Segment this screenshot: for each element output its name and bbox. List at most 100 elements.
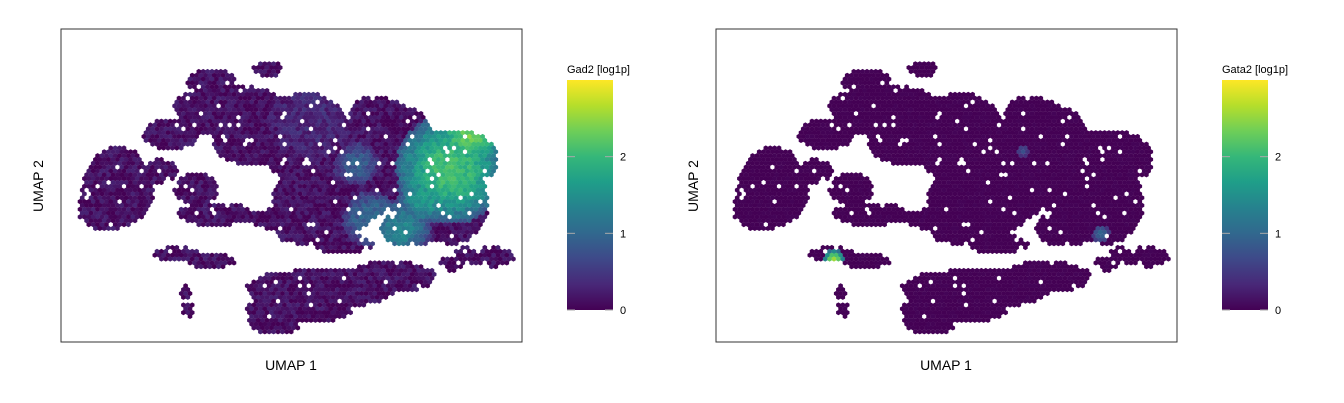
cell-hexbin <box>469 137 474 143</box>
cell-hexbin <box>255 111 261 117</box>
cell-hexbin <box>240 107 246 113</box>
cell-hexbin <box>282 149 287 155</box>
cell-hexbin <box>352 103 358 109</box>
cell-hexbin <box>299 149 305 155</box>
cell-hexbin <box>207 72 213 78</box>
cell-hexbin <box>174 145 180 151</box>
cell-hexbin <box>255 126 261 132</box>
cell-hexbin <box>372 114 378 120</box>
cell-hexbin <box>249 99 254 105</box>
cell-hexbin <box>284 114 290 120</box>
cell-hexbin <box>273 156 279 163</box>
cell-hexbin <box>420 145 426 151</box>
cell-hexbin <box>218 107 224 113</box>
cell-hexbin <box>260 156 265 163</box>
cell-hexbin <box>306 122 312 128</box>
cell-hexbin <box>394 122 400 128</box>
cell-hexbin <box>260 141 265 147</box>
cell-hexbin <box>255 141 261 147</box>
cell-hexbin <box>330 103 336 109</box>
cell-hexbin <box>264 95 270 101</box>
cell-hexbin <box>187 114 193 120</box>
cell-hexbin <box>163 126 169 132</box>
cell-hexbin <box>242 126 248 132</box>
cell-hexbin <box>145 126 151 132</box>
cell-hexbin <box>332 153 338 159</box>
cell-hexbin <box>361 103 367 109</box>
cell-hexbin <box>416 114 422 120</box>
cell-hexbin <box>363 107 369 113</box>
cell-hexbin <box>317 133 323 140</box>
cell-hexbin <box>286 149 292 155</box>
cell-hexbin <box>225 156 230 163</box>
cell-hexbin <box>403 114 408 120</box>
cell-hexbin <box>319 130 325 136</box>
cell-hexbin <box>361 95 367 101</box>
cell-hexbin <box>310 137 316 143</box>
cell-hexbin <box>337 153 342 159</box>
cell-hexbin <box>339 156 345 163</box>
cell-hexbin <box>324 145 329 151</box>
cell-hexbin <box>385 107 391 113</box>
cell-hexbin <box>104 153 109 159</box>
cell-hexbin <box>172 126 177 132</box>
cell-hexbin <box>236 153 241 159</box>
cell-hexbin <box>266 137 272 143</box>
cell-hexbin <box>306 145 312 151</box>
cell-hexbin <box>222 122 228 128</box>
cell-hexbin <box>192 84 197 90</box>
cell-hexbin <box>260 88 265 94</box>
cell-hexbin <box>299 141 305 147</box>
cell-hexbin <box>453 149 459 155</box>
cell-hexbin <box>249 107 254 113</box>
cell-hexbin <box>198 95 204 101</box>
cell-hexbin <box>317 156 323 163</box>
cell-hexbin <box>150 141 155 147</box>
cell-hexbin <box>449 133 455 140</box>
cell-hexbin <box>176 141 182 147</box>
cell-hexbin <box>121 153 127 159</box>
cell-hexbin <box>412 153 417 159</box>
cell-hexbin <box>396 133 402 140</box>
cell-hexbin <box>244 145 250 151</box>
cell-hexbin <box>321 118 327 124</box>
cell-hexbin <box>253 153 259 159</box>
cell-hexbin <box>159 118 164 124</box>
cell-hexbin <box>218 153 224 159</box>
cell-hexbin <box>220 72 226 78</box>
cell-hexbin <box>354 153 360 159</box>
cell-hexbin <box>214 99 219 105</box>
cell-hexbin <box>229 133 235 140</box>
cell-hexbin <box>189 103 195 109</box>
cell-hexbin <box>313 111 318 117</box>
cell-hexbin <box>456 145 461 151</box>
cell-hexbin <box>348 149 353 155</box>
cell-hexbin <box>196 68 202 75</box>
cell-hexbin <box>418 149 424 155</box>
cell-hexbin <box>337 130 342 136</box>
cell-hexbin <box>313 149 318 155</box>
cell-hexbin <box>194 133 199 140</box>
cell-hexbin <box>368 114 373 120</box>
cell-hexbin <box>440 133 446 140</box>
cell-hexbin <box>282 133 287 140</box>
cell-hexbin <box>174 130 180 136</box>
cell-hexbin <box>297 153 303 159</box>
cell-hexbin <box>187 99 193 105</box>
cell-hexbin <box>207 88 213 94</box>
cell-hexbin <box>275 107 281 113</box>
cell-hexbin <box>324 122 329 128</box>
cell-hexbin <box>247 126 252 132</box>
cell-hexbin <box>379 126 384 132</box>
cell-hexbin <box>271 107 276 113</box>
cell-hexbin <box>240 91 246 97</box>
cell-hexbin <box>271 91 276 97</box>
cell-hexbin <box>456 130 461 136</box>
cell-hexbin <box>291 111 296 117</box>
cell-hexbin <box>183 114 188 120</box>
cell-hexbin <box>211 111 217 117</box>
cell-hexbin <box>251 65 257 71</box>
cell-hexbin <box>227 76 232 82</box>
cell-hexbin <box>403 153 408 159</box>
cell-hexbin <box>315 130 320 136</box>
